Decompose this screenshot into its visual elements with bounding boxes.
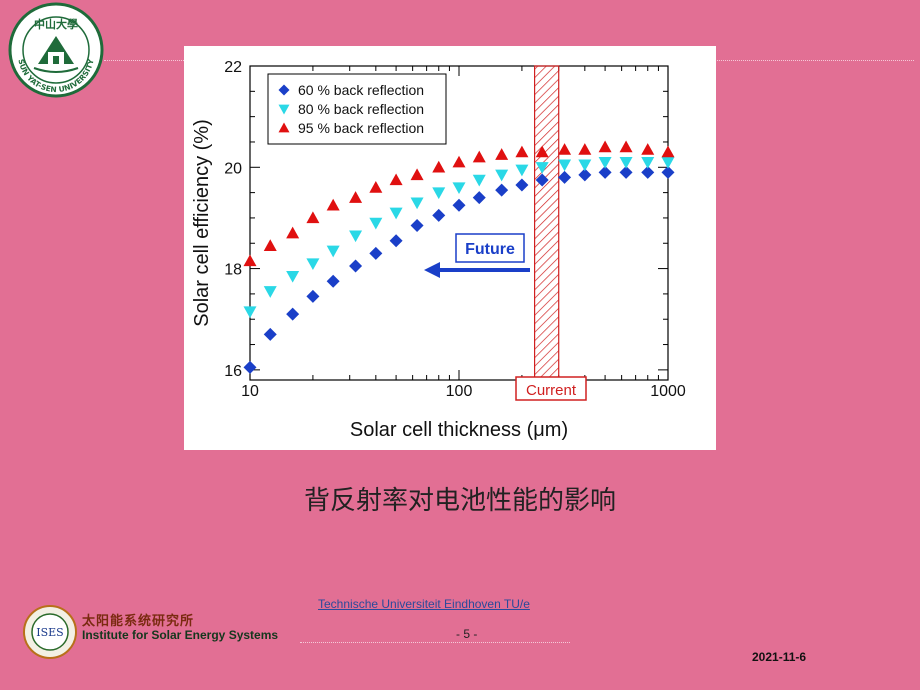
- y-tick-label: 22: [224, 59, 242, 76]
- data-point: [535, 173, 549, 187]
- efficiency-chart: 10 100 1000 16 18 20 22 Future Current 60 % ba…: [184, 46, 716, 450]
- data-point: [641, 143, 655, 155]
- data-point: [495, 183, 509, 197]
- data-point: [472, 174, 486, 187]
- data-point: [619, 165, 633, 179]
- data-point: [641, 157, 655, 169]
- institute-name-english: Institute for Solar Energy Systems: [82, 628, 279, 642]
- data-point: [661, 145, 675, 158]
- current-label-box: [515, 376, 587, 401]
- legend-marker: [278, 84, 290, 96]
- data-point: [558, 159, 572, 172]
- data-point: [326, 198, 340, 211]
- legend-label: 95 % back reflection: [298, 120, 424, 136]
- data-point: [598, 165, 612, 179]
- x-tick-label: 100: [446, 383, 473, 400]
- data-point: [306, 258, 320, 271]
- y-axis-label: Solar cell efficiency (%): [191, 119, 213, 326]
- data-point: [432, 208, 446, 222]
- data-point: [515, 164, 529, 177]
- data-point: [410, 168, 424, 181]
- data-point: [243, 254, 257, 267]
- data-point: [263, 239, 277, 251]
- footer-divider: [300, 642, 570, 643]
- slide-caption: 背反射率对电池性能的影响: [303, 486, 616, 516]
- data-point: [535, 162, 549, 174]
- data-point: [432, 160, 446, 173]
- data-point: [410, 197, 424, 210]
- data-point: [263, 327, 277, 341]
- data-point: [306, 289, 320, 303]
- data-point: [558, 143, 572, 155]
- data-point: [389, 173, 403, 186]
- slide-date: 2021-11-6: [752, 650, 807, 664]
- data-point: [558, 170, 572, 184]
- data-point: [515, 145, 529, 158]
- institute-name-chinese: 太阳能系统研究所: [82, 614, 195, 629]
- data-point: [369, 246, 383, 260]
- data-point: [578, 168, 592, 182]
- logo-chinese-text: 中山大學: [34, 17, 78, 31]
- data-point: [369, 217, 383, 230]
- ises-logo: ISES: [22, 604, 78, 660]
- future-arrow: [424, 262, 530, 278]
- data-point: [598, 140, 612, 153]
- data-point: [578, 159, 592, 172]
- y-tick-label: 16: [224, 363, 242, 380]
- x-tick-label: 1000: [650, 383, 686, 400]
- x-axis-label: Solar cell thickness (μm): [350, 419, 568, 441]
- data-point: [661, 157, 675, 169]
- data-point: [243, 306, 257, 319]
- data-point: [389, 207, 403, 220]
- data-point: [349, 191, 363, 203]
- data-point: [326, 274, 340, 288]
- data-point: [243, 360, 257, 374]
- data-point: [349, 259, 363, 273]
- data-point: [452, 198, 466, 212]
- data-point: [495, 169, 509, 182]
- data-point: [263, 286, 277, 298]
- data-point: [495, 148, 509, 160]
- data-point: [432, 187, 446, 200]
- data-point: [619, 157, 633, 169]
- data-point: [619, 140, 633, 153]
- future-label-box: [455, 233, 525, 263]
- data-point: [286, 226, 300, 239]
- legend-marker: [278, 122, 290, 133]
- data-point: [515, 178, 529, 192]
- data-point: [389, 234, 403, 248]
- y-tick-label: 18: [224, 262, 242, 279]
- data-point: [472, 150, 486, 163]
- data-point: [598, 157, 612, 169]
- data-point: [306, 211, 320, 224]
- ises-logo-text: ISES: [36, 626, 63, 639]
- data-point: [410, 219, 424, 233]
- y-tick-label: 20: [224, 160, 242, 177]
- future-label: Future: [465, 241, 515, 258]
- tue-link[interactable]: Technische Universiteit Eindhoven TU/e: [318, 597, 530, 611]
- data-point: [472, 191, 486, 205]
- data-point: [349, 230, 363, 243]
- page-number: - 5 -: [456, 627, 478, 641]
- legend-label: 60 % back reflection: [298, 82, 424, 98]
- university-logo: 中山大學 SUN YAT-SEN UNIVERSITY: [8, 2, 104, 98]
- data-point: [452, 182, 466, 195]
- data-point: [641, 165, 655, 179]
- legend: [267, 73, 447, 145]
- data-point: [661, 165, 675, 179]
- data-point: [535, 145, 549, 158]
- x-tick-label: 10: [241, 383, 259, 400]
- data-point: [286, 307, 300, 321]
- data-point: [578, 143, 592, 155]
- legend-label: 80 % back reflection: [298, 101, 424, 117]
- data-point: [452, 155, 466, 168]
- current-label: Current: [526, 382, 577, 399]
- data-point: [286, 270, 300, 283]
- current-thickness-band: [534, 65, 560, 381]
- data-point: [326, 245, 340, 258]
- data-point: [369, 181, 383, 193]
- legend-marker: [278, 104, 290, 115]
